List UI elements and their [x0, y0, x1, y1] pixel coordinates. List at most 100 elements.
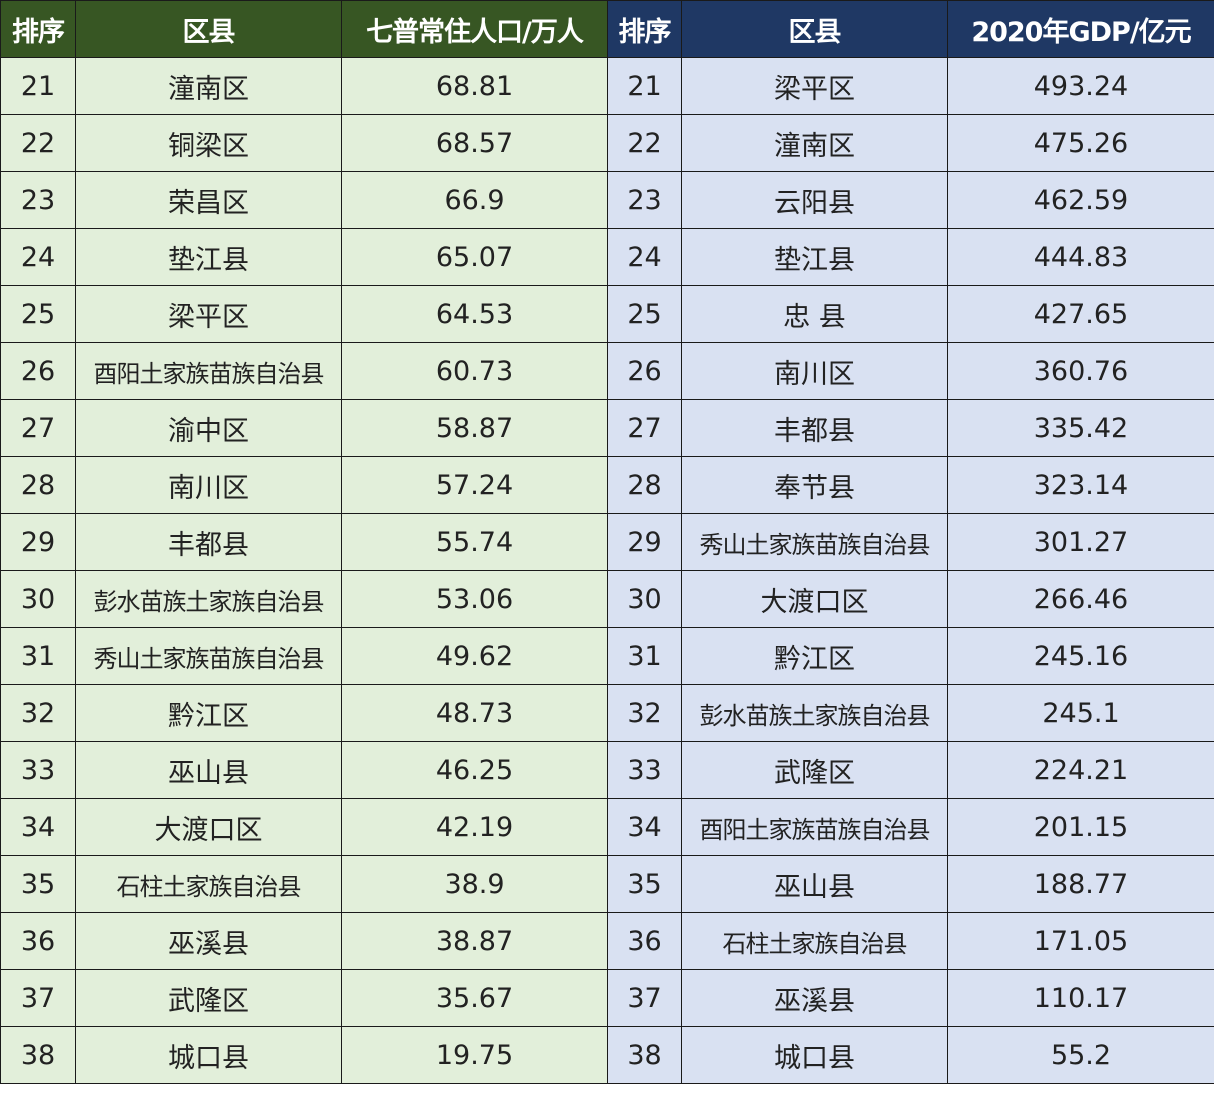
table-row: 23 荣昌区 66.9 23 云阳县 462.59 — [0, 171, 1214, 229]
cell-right-rank: 31 — [607, 627, 682, 685]
cell-left-population: 46.25 — [341, 741, 608, 799]
cell-right-district: 巫溪县 — [681, 969, 948, 1027]
cell-left-district: 荣昌区 — [75, 171, 342, 229]
cell-right-rank: 23 — [607, 171, 682, 229]
header-left-rank: 排序 — [0, 0, 76, 58]
table-row: 24 垫江县 65.07 24 垫江县 444.83 — [0, 228, 1214, 286]
cell-left-district: 酉阳土家族苗族自治县 — [75, 342, 342, 400]
cell-right-gdp: 360.76 — [947, 342, 1214, 400]
cell-right-district: 酉阳土家族苗族自治县 — [681, 798, 948, 856]
cell-left-district: 巫溪县 — [75, 912, 342, 970]
cell-left-population: 42.19 — [341, 798, 608, 856]
cell-right-gdp: 245.1 — [947, 684, 1214, 742]
cell-right-rank: 24 — [607, 228, 682, 286]
cell-right-gdp: 110.17 — [947, 969, 1214, 1027]
cell-left-district: 铜梁区 — [75, 114, 342, 172]
cell-right-rank: 28 — [607, 456, 682, 514]
table-row: 38 城口县 19.75 38 城口县 55.2 — [0, 1026, 1214, 1084]
cell-right-gdp: 245.16 — [947, 627, 1214, 685]
cell-left-district: 丰都县 — [75, 513, 342, 571]
cell-right-gdp: 171.05 — [947, 912, 1214, 970]
table-row: 26 酉阳土家族苗族自治县 60.73 26 南川区 360.76 — [0, 342, 1214, 400]
cell-left-rank: 23 — [0, 171, 76, 229]
cell-right-rank: 26 — [607, 342, 682, 400]
cell-right-rank: 22 — [607, 114, 682, 172]
table-row: 30 彭水苗族土家族自治县 53.06 30 大渡口区 266.46 — [0, 570, 1214, 628]
cell-left-population: 60.73 — [341, 342, 608, 400]
cell-left-rank: 38 — [0, 1026, 76, 1084]
cell-left-rank: 28 — [0, 456, 76, 514]
table-row: 34 大渡口区 42.19 34 酉阳土家族苗族自治县 201.15 — [0, 798, 1214, 856]
header-right-gdp: 2020年GDP/亿元 — [947, 0, 1214, 58]
cell-right-gdp: 427.65 — [947, 285, 1214, 343]
cell-right-district: 云阳县 — [681, 171, 948, 229]
cell-left-district: 大渡口区 — [75, 798, 342, 856]
cell-left-district: 秀山土家族苗族自治县 — [75, 627, 342, 685]
cell-right-rank: 30 — [607, 570, 682, 628]
header-left-population: 七普常住人口/万人 — [341, 0, 608, 58]
cell-right-rank: 35 — [607, 855, 682, 913]
cell-right-gdp: 475.26 — [947, 114, 1214, 172]
cell-right-district: 潼南区 — [681, 114, 948, 172]
cell-left-population: 57.24 — [341, 456, 608, 514]
cell-right-rank: 25 — [607, 285, 682, 343]
header-left-district: 区县 — [75, 0, 342, 58]
cell-left-rank: 36 — [0, 912, 76, 970]
cell-left-population: 53.06 — [341, 570, 608, 628]
cell-left-population: 38.9 — [341, 855, 608, 913]
cell-right-gdp: 224.21 — [947, 741, 1214, 799]
cell-left-district: 潼南区 — [75, 57, 342, 115]
cell-left-district: 巫山县 — [75, 741, 342, 799]
table-row: 35 石柱土家族自治县 38.9 35 巫山县 188.77 — [0, 855, 1214, 913]
cell-left-population: 68.81 — [341, 57, 608, 115]
cell-right-gdp: 323.14 — [947, 456, 1214, 514]
cell-right-district: 石柱土家族自治县 — [681, 912, 948, 970]
table-row: 36 巫溪县 38.87 36 石柱土家族自治县 171.05 — [0, 912, 1214, 970]
cell-left-district: 城口县 — [75, 1026, 342, 1084]
cell-right-district: 秀山土家族苗族自治县 — [681, 513, 948, 571]
cell-right-gdp: 444.83 — [947, 228, 1214, 286]
cell-right-gdp: 493.24 — [947, 57, 1214, 115]
cell-left-rank: 37 — [0, 969, 76, 1027]
cell-right-district: 大渡口区 — [681, 570, 948, 628]
cell-right-district: 南川区 — [681, 342, 948, 400]
cell-left-rank: 29 — [0, 513, 76, 571]
cell-left-population: 48.73 — [341, 684, 608, 742]
cell-right-district: 梁平区 — [681, 57, 948, 115]
table-row: 37 武隆区 35.67 37 巫溪县 110.17 — [0, 969, 1214, 1027]
cell-left-district: 渝中区 — [75, 399, 342, 457]
cell-right-rank: 27 — [607, 399, 682, 457]
cell-left-rank: 25 — [0, 285, 76, 343]
cell-left-population: 65.07 — [341, 228, 608, 286]
header-right-district: 区县 — [681, 0, 948, 58]
cell-right-gdp: 188.77 — [947, 855, 1214, 913]
cell-left-rank: 35 — [0, 855, 76, 913]
table-row: 33 巫山县 46.25 33 武隆区 224.21 — [0, 741, 1214, 799]
cell-left-population: 55.74 — [341, 513, 608, 571]
cell-right-gdp: 266.46 — [947, 570, 1214, 628]
cell-left-rank: 32 — [0, 684, 76, 742]
cell-left-district: 武隆区 — [75, 969, 342, 1027]
cell-left-population: 64.53 — [341, 285, 608, 343]
cell-left-rank: 22 — [0, 114, 76, 172]
cell-left-rank: 31 — [0, 627, 76, 685]
table-row: 22 铜梁区 68.57 22 潼南区 475.26 — [0, 114, 1214, 172]
cell-left-rank: 30 — [0, 570, 76, 628]
cell-left-district: 黔江区 — [75, 684, 342, 742]
cell-left-rank: 21 — [0, 57, 76, 115]
cell-left-population: 58.87 — [341, 399, 608, 457]
cell-right-district: 忠 县 — [681, 285, 948, 343]
cell-left-population: 66.9 — [341, 171, 608, 229]
cell-right-gdp: 462.59 — [947, 171, 1214, 229]
cell-right-district: 垫江县 — [681, 228, 948, 286]
cell-left-rank: 34 — [0, 798, 76, 856]
cell-right-rank: 34 — [607, 798, 682, 856]
cell-right-rank: 33 — [607, 741, 682, 799]
cell-right-district: 武隆区 — [681, 741, 948, 799]
cell-left-district: 彭水苗族土家族自治县 — [75, 570, 342, 628]
table-row: 27 渝中区 58.87 27 丰都县 335.42 — [0, 399, 1214, 457]
table-row: 31 秀山土家族苗族自治县 49.62 31 黔江区 245.16 — [0, 627, 1214, 685]
cell-right-gdp: 201.15 — [947, 798, 1214, 856]
header-row: 排序 区县 七普常住人口/万人 排序 区县 2020年GDP/亿元 — [0, 0, 1214, 58]
